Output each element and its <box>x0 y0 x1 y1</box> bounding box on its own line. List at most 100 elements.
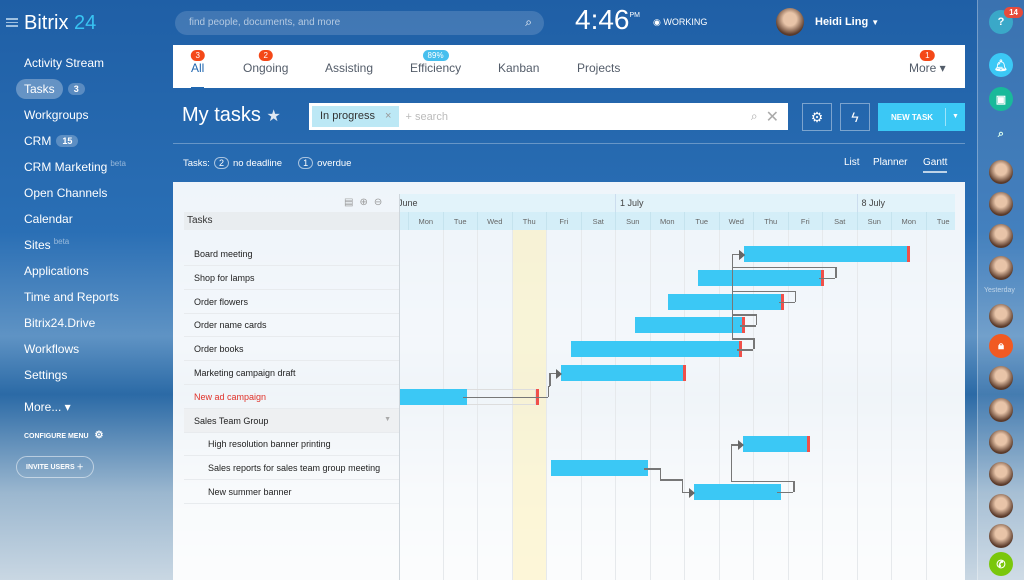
configure-menu-button[interactable]: CONFIGURE MENU ⚙ <box>24 430 103 441</box>
task-bar[interactable] <box>667 293 783 310</box>
sidebar-item[interactable]: More... ▾ <box>24 394 169 420</box>
user-menu[interactable]: Heidi Ling ▼ <box>815 16 879 28</box>
task-row[interactable]: Sales reports for sales team group meeti… <box>184 456 399 481</box>
help-icon[interactable]: ? 14 <box>989 7 1023 34</box>
task-group-row[interactable]: Sales Team Group ▼ <box>184 408 399 433</box>
task-bar[interactable] <box>551 460 648 477</box>
sidebar-item[interactable]: Calendar <box>24 206 169 232</box>
overdue-count[interactable]: 1 <box>298 157 314 169</box>
zoom-out-icon[interactable]: ⊖ <box>373 197 389 208</box>
task-row[interactable]: New summer banner <box>184 480 399 504</box>
close-icon[interactable]: × <box>385 110 392 122</box>
tab[interactable]: Assisting <box>325 61 373 75</box>
clock[interactable]: 4:46PM <box>575 4 640 36</box>
tab[interactable]: Projects <box>577 61 620 75</box>
print-icon[interactable]: ▤ <box>344 197 360 208</box>
menu-icon[interactable] <box>6 18 18 27</box>
contact-avatar[interactable] <box>989 192 1013 216</box>
sidebar-item[interactable]: Time and Reports <box>24 284 169 310</box>
task-row[interactable]: Shop for lamps <box>184 266 399 290</box>
bell-icon[interactable]: 🔔︎ <box>989 53 1013 77</box>
sidebar-item[interactable]: Activity Stream <box>24 50 169 76</box>
tab[interactable]: All 3 <box>190 50 205 89</box>
task-bar[interactable] <box>742 436 809 453</box>
clear-icon[interactable]: ✕ <box>765 108 779 126</box>
sidebar-item[interactable]: CRM Marketing beta <box>24 154 169 180</box>
task-row[interactable]: Marketing campaign draft <box>184 361 399 385</box>
tab[interactable]: Efficiency 89% <box>410 50 461 75</box>
global-search-input[interactable]: find people, documents, and more ⌕ <box>175 11 544 35</box>
chevron-down-icon[interactable]: ▼ <box>384 415 391 423</box>
work-status[interactable]: ◉ WORKING <box>653 17 708 27</box>
phone-icon[interactable]: ✆ <box>989 552 1013 576</box>
task-row[interactable]: Order flowers <box>184 290 399 314</box>
task-row[interactable]: Order name cards <box>184 313 399 338</box>
task-bar[interactable] <box>743 245 910 262</box>
day-header: Tue <box>443 212 478 230</box>
contact-avatar[interactable] <box>989 494 1013 518</box>
invite-users-button[interactable]: INVITE USERS ＋ <box>16 456 94 478</box>
tab-label: All <box>191 61 205 75</box>
tab[interactable]: Ongoing 2 <box>243 50 288 75</box>
contact-avatar[interactable] <box>989 160 1013 184</box>
sidebar-item[interactable]: Workflows <box>24 336 169 362</box>
task-row[interactable]: Board meeting <box>184 242 399 266</box>
tab[interactable]: Kanban <box>498 61 539 75</box>
view-planner[interactable]: Planner <box>873 157 908 168</box>
task-bar[interactable] <box>561 364 685 381</box>
contact-avatar[interactable] <box>989 462 1013 486</box>
search-icon[interactable]: ⌕ <box>525 15 532 29</box>
dependency-line <box>547 385 551 388</box>
new-task-button[interactable]: NEW TASK ▼ <box>878 103 965 131</box>
tab[interactable]: More ▾ 1 <box>909 50 946 75</box>
sidebar-item[interactable]: Bitrix24.Drive <box>24 310 169 336</box>
view-gantt[interactable]: Gantt <box>923 157 948 173</box>
day-header: Sun <box>616 212 651 230</box>
filter-input[interactable]: In progress × + search ⌕ ✕ <box>309 103 788 130</box>
task-bar[interactable] <box>400 388 467 405</box>
settings-button[interactable]: ⚙ <box>802 103 832 131</box>
contact-avatar[interactable] <box>989 256 1013 280</box>
clock-ampm: PM <box>629 12 641 19</box>
no-deadline-count[interactable]: 2 <box>213 157 229 169</box>
automation-button[interactable]: ϟ <box>840 103 870 131</box>
logo[interactable]: Bitrix 24 <box>24 12 96 35</box>
sidebar-item[interactable]: Sites beta <box>24 232 169 258</box>
page-title: My tasks ★ <box>182 104 281 127</box>
task-bar[interactable] <box>571 341 742 358</box>
no-deadline-link[interactable]: no deadline <box>232 157 283 169</box>
task-row[interactable]: New ad campaign <box>184 385 399 409</box>
zoom-in-icon[interactable]: ⊕ <box>359 197 374 208</box>
filter-chip[interactable]: In progress × <box>312 106 400 127</box>
overdue-link[interactable]: overdue <box>317 157 352 169</box>
contact-avatar[interactable] <box>989 224 1013 248</box>
sidebar-item[interactable]: CRM 15 <box>24 128 169 154</box>
sidebar-item[interactable]: Applications <box>24 258 169 284</box>
contact-avatar[interactable] <box>989 304 1013 328</box>
sidebar-item-label: Settings <box>24 368 68 382</box>
star-icon[interactable]: ★ <box>266 108 281 125</box>
chat-icon[interactable]: ▣ <box>989 87 1013 111</box>
task-row[interactable]: High resolution banner printing <box>184 432 399 457</box>
search-icon[interactable]: ⌕ <box>750 109 758 123</box>
day-header: Tue <box>685 212 720 230</box>
view-list[interactable]: List <box>844 157 860 168</box>
contact-avatar[interactable] <box>989 398 1013 422</box>
task-row[interactable]: Order books <box>184 337 399 362</box>
contact-avatar[interactable] <box>989 430 1013 454</box>
sidebar-item[interactable]: Open Channels <box>24 180 169 206</box>
dependency-line <box>753 338 755 350</box>
task-bar[interactable] <box>697 269 823 286</box>
chevron-down-icon[interactable]: ▼ <box>945 108 965 126</box>
search-icon[interactable]: ⌕ <box>997 127 1005 140</box>
lock-icon[interactable]: 🔒︎ <box>989 334 1013 358</box>
task-bar[interactable] <box>693 483 782 500</box>
sidebar-item[interactable]: Settings <box>24 362 169 388</box>
sidebar-item[interactable]: Workgroups <box>24 102 169 128</box>
arrow-icon <box>688 487 695 498</box>
contact-avatar[interactable] <box>989 366 1013 390</box>
contact-avatar[interactable] <box>989 524 1013 548</box>
sidebar-item[interactable]: Tasks 3 <box>16 76 169 102</box>
task-bar[interactable] <box>634 317 744 334</box>
user-avatar[interactable] <box>776 8 804 36</box>
